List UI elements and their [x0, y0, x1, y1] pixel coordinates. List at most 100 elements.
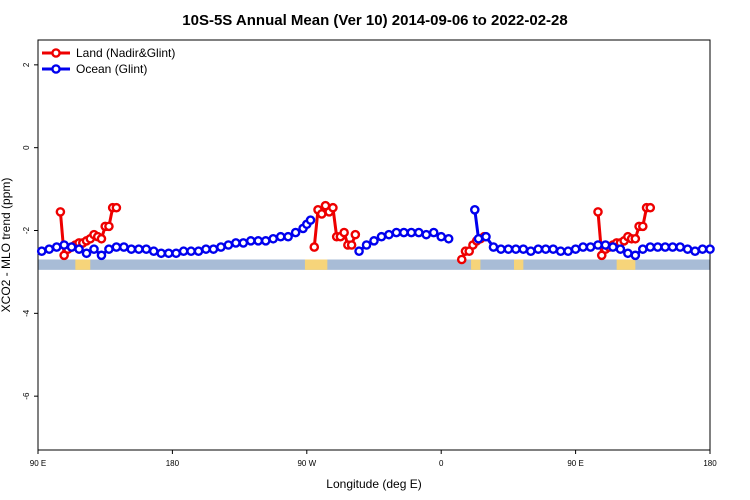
- x-axis-label: Longitude (deg E): [326, 477, 421, 491]
- map-strip: [38, 259, 710, 270]
- data-point: [436, 231, 447, 242]
- x-tick-label: 90 E: [30, 459, 46, 468]
- data-point: [503, 244, 514, 254]
- x-tick-label: 0: [439, 459, 444, 468]
- data-point: [578, 242, 588, 252]
- data-point: [328, 202, 338, 213]
- data-point: [163, 248, 174, 259]
- y-tick-label: -2: [22, 226, 31, 234]
- data-point: [309, 242, 320, 252]
- data-point: [615, 244, 626, 254]
- data-point: [231, 238, 241, 248]
- data-point: [585, 242, 596, 252]
- x-tick-label: 180: [703, 459, 717, 468]
- data-point: [238, 238, 249, 248]
- data-point: [630, 233, 641, 244]
- data-point: [488, 242, 499, 252]
- data-point: [593, 207, 603, 217]
- data-point: [283, 231, 293, 242]
- data-point: [533, 244, 544, 254]
- data-point: [496, 244, 506, 254]
- data-point: [667, 242, 678, 252]
- map-land-2: [616, 259, 636, 270]
- data-point: [119, 242, 129, 252]
- legend-swatch-marker: [51, 48, 61, 58]
- data-point: [290, 227, 301, 238]
- data-point: [608, 242, 618, 252]
- data-point: [675, 242, 685, 252]
- data-point: [600, 240, 611, 250]
- chart-title: 10S-5S Annual Mean (Ver 10) 2014-09-06 t…: [182, 12, 567, 29]
- data-point: [316, 209, 327, 219]
- data-point: [570, 244, 581, 254]
- data-point: [384, 229, 394, 240]
- data-point: [66, 242, 77, 252]
- data-point: [260, 236, 271, 246]
- y-axis: 2 0 -2 -4 -6: [22, 62, 38, 400]
- data-point: [253, 236, 264, 246]
- data-point: [178, 246, 189, 257]
- data-point: [526, 246, 536, 257]
- data-point: [305, 215, 316, 225]
- y-axis-label: XCO2 - MLO trend (ppm): [0, 178, 13, 313]
- data-point: [245, 236, 256, 246]
- data-point: [682, 244, 693, 254]
- data-point: [104, 244, 114, 254]
- data-point: [111, 242, 122, 252]
- data-point: [96, 250, 107, 261]
- data-point: [555, 246, 566, 257]
- data-point: [413, 227, 424, 238]
- data-point: [391, 227, 402, 238]
- data-point: [469, 204, 480, 215]
- data-point: [697, 244, 708, 254]
- data-point: [421, 229, 432, 240]
- data-point: [473, 233, 484, 244]
- x-axis: 90 E 180 90 W 0 90 E 180: [30, 450, 717, 468]
- data-point: [638, 221, 648, 232]
- map-land-3: [514, 259, 524, 270]
- data-point: [59, 240, 69, 250]
- data-point: [428, 227, 439, 238]
- data-point: [275, 231, 286, 242]
- data-point: [652, 242, 663, 252]
- x-tick-label: 180: [166, 459, 180, 468]
- x-tick-label: 90 E: [567, 459, 583, 468]
- legend-label: Land (Nadir&Glint): [76, 46, 175, 60]
- data-point: [540, 244, 551, 254]
- data-point: [141, 244, 152, 254]
- data-point: [89, 244, 99, 254]
- data-point: [51, 242, 62, 252]
- data-point: [563, 246, 573, 257]
- data-point: [201, 244, 211, 254]
- legend-item: Ocean (Glint): [42, 62, 147, 76]
- data-point: [81, 248, 92, 259]
- data-point: [705, 244, 715, 254]
- data-point: [74, 244, 84, 254]
- data-point: [630, 250, 641, 261]
- data-point: [593, 240, 603, 250]
- data-point: [623, 248, 633, 259]
- series-layer: [36, 200, 715, 265]
- data-point: [399, 227, 409, 238]
- data-point: [481, 231, 491, 242]
- data-point: [156, 248, 166, 259]
- legend: Land (Nadir&Glint) Ocean (Glint): [42, 46, 175, 76]
- data-point: [518, 244, 529, 254]
- data-point: [638, 244, 648, 254]
- x-tick-label: 90 W: [297, 459, 316, 468]
- data-point: [548, 244, 559, 254]
- series-1: [36, 204, 715, 261]
- data-point: [193, 246, 204, 257]
- data-point: [660, 242, 671, 252]
- data-point: [208, 244, 219, 254]
- y-tick-label: 0: [22, 145, 31, 150]
- data-point: [645, 242, 656, 252]
- data-point: [44, 244, 55, 254]
- legend-item: Land (Nadir&Glint): [42, 46, 175, 60]
- data-point: [126, 244, 137, 254]
- map-land-1: [471, 259, 481, 270]
- data-point: [361, 240, 372, 250]
- data-point: [186, 246, 196, 257]
- data-point: [339, 227, 349, 238]
